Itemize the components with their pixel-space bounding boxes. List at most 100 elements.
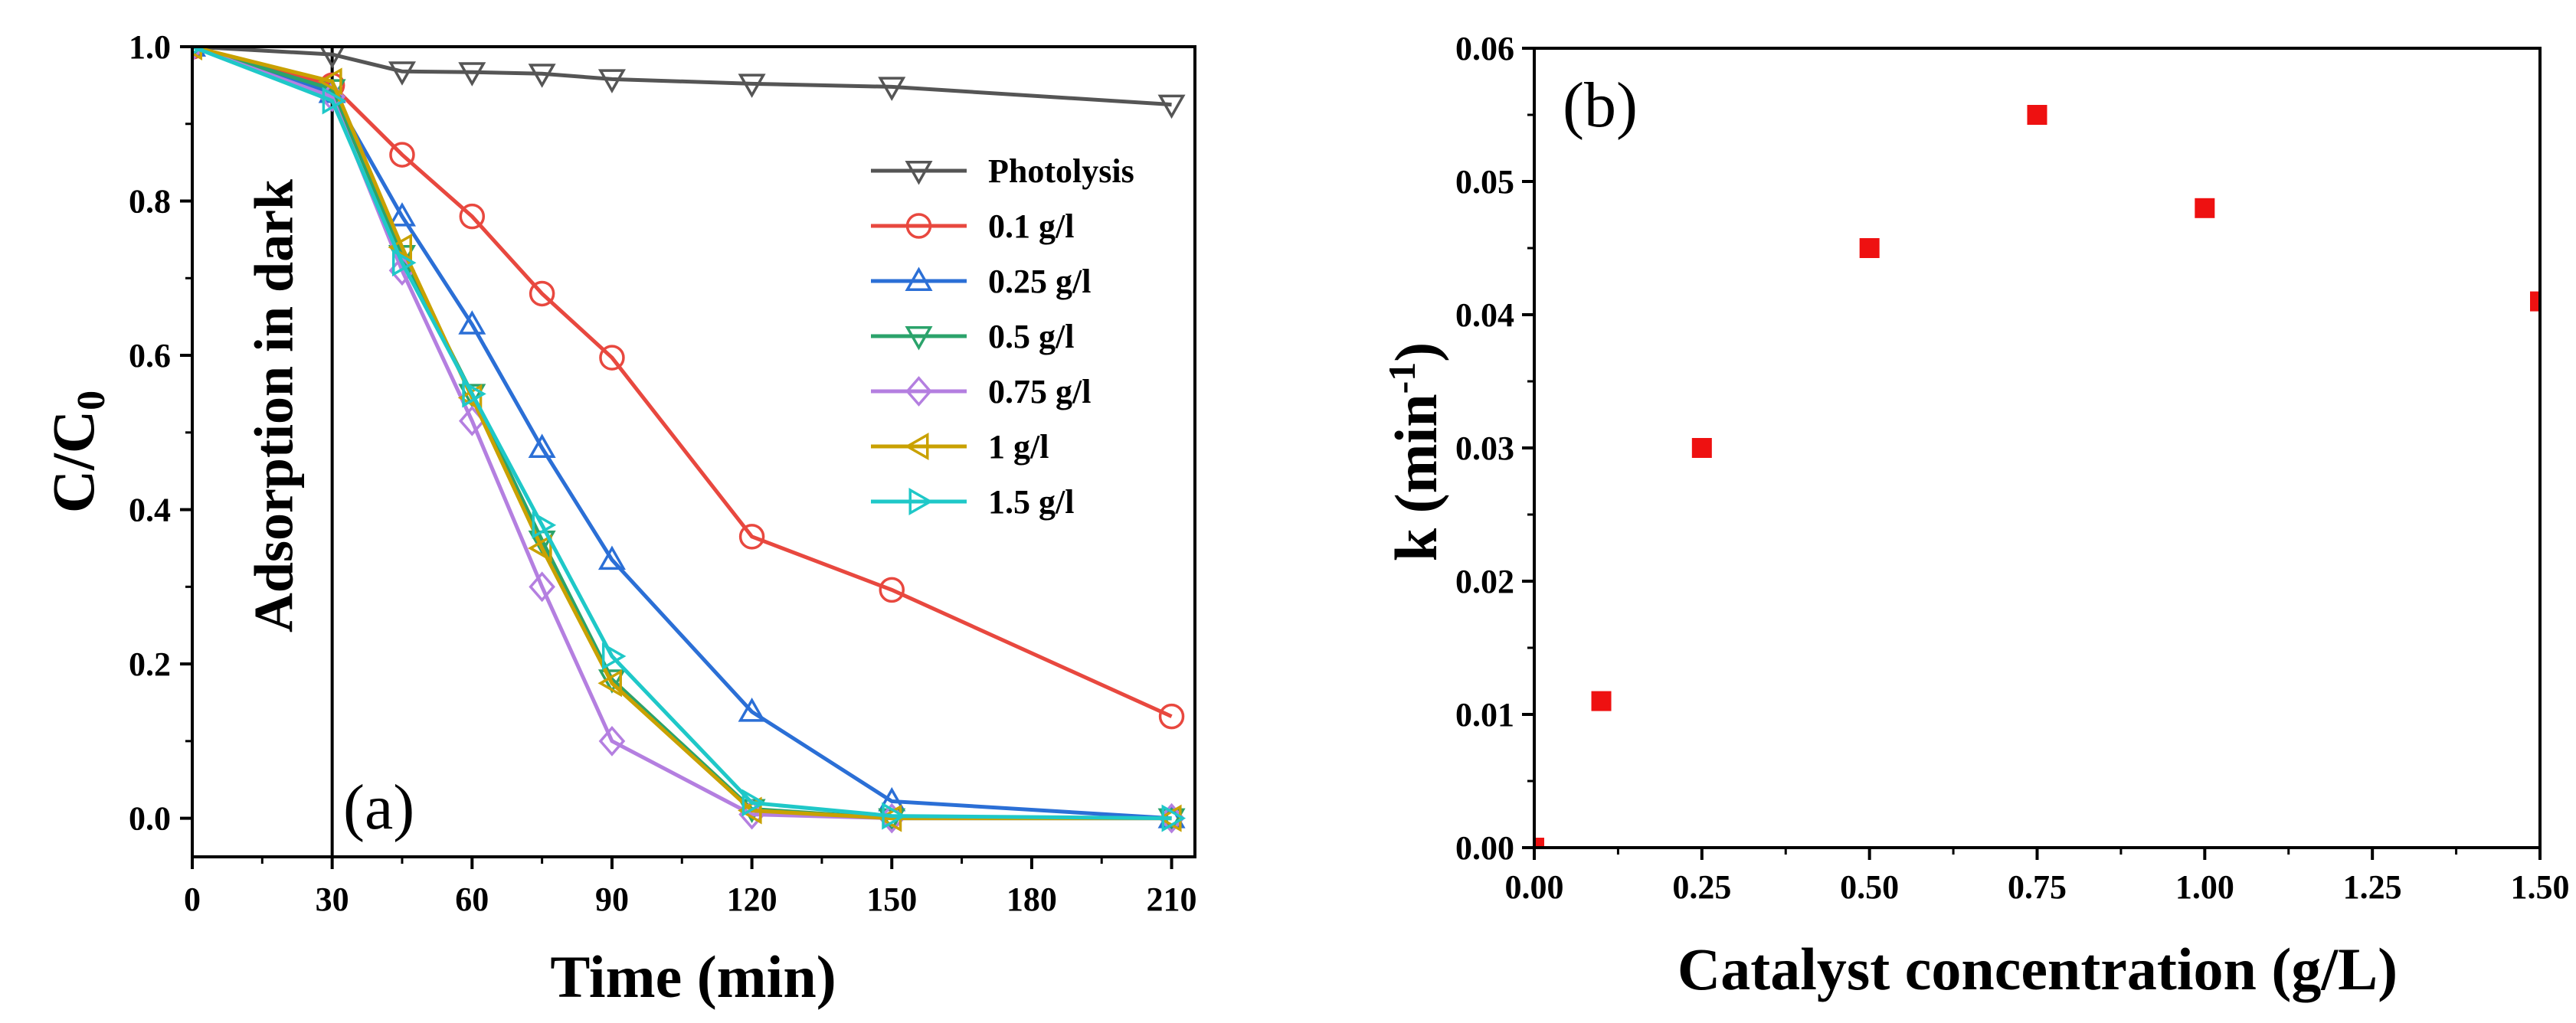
panel-b-x-axis-title: Catalyst concentration (g/L) (1678, 936, 2398, 1002)
data-point-1-g-l (528, 534, 552, 562)
data-point-0-1-g-l (459, 203, 486, 230)
data-point-0-25-g-l (528, 433, 556, 458)
series-line-photolysis (192, 47, 1172, 107)
data-point-0-1-g-l (599, 345, 625, 371)
b-y-tick-label: 0.01 (1455, 696, 1514, 734)
data-point-0-25-g-l (388, 202, 416, 227)
panel-a-series (192, 47, 1187, 834)
panel-b-y-axis-title-sup: -1 (1380, 362, 1423, 394)
data-point-photolysis (388, 61, 416, 86)
b-x-tick-label: 1.50 (2511, 868, 2570, 906)
panel-b-y-axis-title: k (min-1) (1380, 342, 1449, 562)
data-point-photolysis (597, 69, 626, 93)
legend-marker (905, 326, 933, 351)
panel-a-y-axis-title-sub: 0 (70, 391, 113, 410)
a-y-tick-label: 0.8 (129, 183, 171, 221)
a-x-tick-label: 0 (184, 881, 201, 918)
panel-b-y-axis-title-main: k (min (1383, 394, 1449, 561)
data-point-1-g-l (388, 233, 412, 261)
legend-marker (905, 161, 933, 185)
a-x-tick-label: 90 (595, 881, 629, 918)
data-point (1691, 438, 1712, 458)
legend-item-0-1-g-l: 0.1 g/l (871, 208, 1074, 245)
b-y-tick-label: 0.05 (1455, 163, 1514, 201)
b-y-tick-label: 0.00 (1455, 829, 1514, 867)
panel-a-frame (191, 45, 1196, 858)
data-point (2195, 198, 2215, 218)
legend-marker (905, 376, 932, 407)
b-x-tick-label: 0.50 (1840, 868, 1899, 906)
b-y-tick-label: 0.02 (1455, 563, 1514, 600)
data-point-1-5-g-l (322, 87, 347, 115)
data-point-0-1-g-l (1158, 703, 1185, 730)
legend-marker (905, 213, 932, 239)
data-point-1-5-g-l (532, 511, 557, 539)
data-point-1-5-g-l (601, 642, 627, 671)
a-x-tick-label: 150 (866, 881, 917, 918)
a-y-tick-label: 1.0 (129, 28, 171, 66)
legend-item-0-75-g-l: 0.75 g/l (871, 373, 1091, 410)
legend-item-1-5-g-l: 1.5 g/l (871, 483, 1074, 521)
b-x-tick-label: 0.25 (1672, 868, 1731, 906)
panel-b-label: (b) (1563, 70, 1638, 141)
data-point-photolysis (528, 64, 556, 88)
data-point-photolysis (319, 47, 345, 69)
b-y-tick-label: 0.06 (1455, 30, 1514, 67)
data-point-0-1-g-l (879, 577, 905, 603)
legend-item-0-5-g-l: 0.5 g/l (871, 318, 1074, 355)
data-point-0-1-g-l (389, 142, 415, 168)
legend-label: 1 g/l (988, 428, 1049, 466)
legend-marker (904, 432, 929, 461)
data-point-0-1-g-l (738, 524, 765, 550)
panel-b-scatter-chart: 0.00 0.25 0.50 0.75 1.00 1.25 1.50 0.00 0.01 0.02… (1380, 30, 2570, 1002)
data-point-photolysis (1157, 94, 1186, 119)
legend-label: 0.75 g/l (988, 373, 1091, 410)
data-point (1591, 691, 1612, 711)
data-point-1-g-l (597, 669, 622, 698)
data-point-1-5-g-l (462, 380, 486, 408)
data-point-0-25-g-l (738, 698, 766, 722)
legend-label: Photolysis (988, 152, 1134, 190)
legend-label: 0.5 g/l (988, 318, 1074, 355)
b-y-tick-label: 0.04 (1455, 296, 1514, 334)
panel-a-y-axis-title-main: C/C (40, 410, 106, 513)
panel-b-points (1534, 105, 2540, 848)
legend-label: 0.25 g/l (988, 263, 1091, 300)
legend-label: 1.5 g/l (988, 483, 1074, 521)
data-point-0-1-g-l (529, 280, 555, 307)
a-y-tick-label: 0.0 (129, 800, 171, 838)
series-line-0-1-g-l (192, 47, 1173, 718)
data-point (1534, 838, 1544, 848)
panel-b-tick-labels: 0.00 0.25 0.50 0.75 1.00 1.25 1.50 0.00 0.01 0.02… (1455, 30, 2570, 906)
data-point-0-25-g-l (597, 545, 626, 570)
panel-b-frame (1533, 47, 2542, 849)
b-x-tick-label: 1.25 (2343, 868, 2402, 906)
data-point-photolysis (878, 77, 906, 101)
series-line-1-g-l (192, 47, 1172, 821)
data-point-1-5-g-l (741, 789, 767, 817)
a-x-tick-label: 120 (727, 881, 777, 918)
series-0-1-g-l (192, 47, 1185, 730)
panel-b-ticks (1522, 47, 2542, 860)
data-point-0-25-g-l (458, 310, 486, 335)
panel-a-legend: Photolysis 0.1 g/l 0.25 g/l 0.5 g/l 0.75 g/l… (871, 152, 1134, 521)
legend-item-0-25-g-l: 0.25 g/l (871, 263, 1091, 300)
panel-a-tick-labels: 0 30 60 90 120 150 180 210 0.0 0.2 0.4 0.6 0.8 1.0 (129, 28, 1197, 918)
a-x-tick-label: 210 (1147, 881, 1197, 918)
data-point-1-g-l (738, 796, 762, 825)
series-line-1-5-g-l (192, 47, 1172, 821)
panel-a-label: (a) (343, 772, 414, 843)
legend-item-1-g-l: 1 g/l (871, 428, 1049, 466)
a-y-tick-label: 0.4 (129, 492, 171, 529)
data-point (2027, 105, 2047, 125)
data-point-1-5-g-l (882, 802, 906, 830)
a-x-tick-label: 30 (316, 881, 349, 918)
b-x-tick-label: 0.00 (1505, 868, 1564, 906)
legend-item-photolysis: Photolysis (871, 152, 1134, 190)
data-point-0-75-g-l (598, 725, 626, 757)
series-1-5-g-l (192, 47, 1187, 832)
data-point-photolysis (458, 62, 486, 87)
data-point (2530, 291, 2540, 312)
b-x-tick-label: 0.75 (2008, 868, 2067, 906)
